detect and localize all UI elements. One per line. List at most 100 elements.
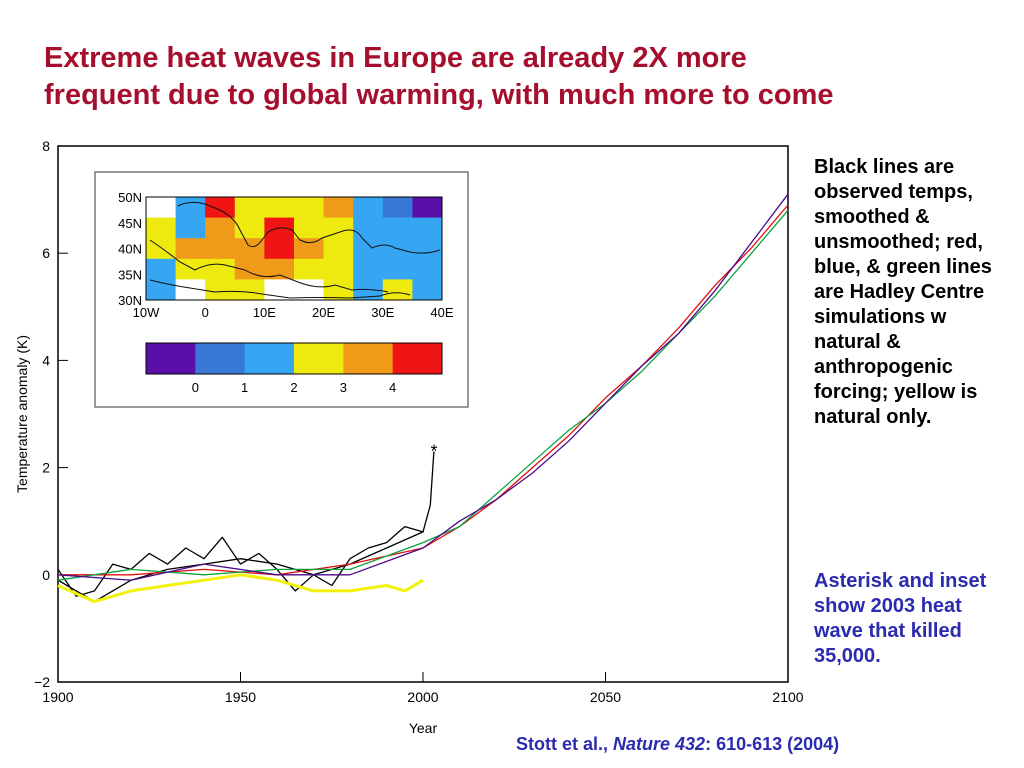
inset-grid-cell xyxy=(175,217,206,239)
y-tick-label: 2 xyxy=(42,460,50,476)
inset-grid-cell xyxy=(146,197,176,218)
inset-grid-cell xyxy=(264,279,295,301)
inset-grid-cell xyxy=(234,279,265,301)
inset-lon-label: 0 xyxy=(202,305,209,320)
inset-grid-cell xyxy=(323,258,354,280)
inset-grid-cell xyxy=(323,217,354,239)
colorbar-frame xyxy=(145,342,443,375)
series-line-0 xyxy=(57,451,435,597)
series-line-5 xyxy=(57,573,424,604)
colorbar-label: 3 xyxy=(340,380,347,395)
slide-title: Extreme heat waves in Europe are already… xyxy=(44,42,834,111)
inset-lon-label: 20E xyxy=(312,305,335,320)
inset-grid-cell xyxy=(323,197,354,218)
inset-grid-cell xyxy=(412,238,443,260)
y-tick-label: 4 xyxy=(42,352,50,368)
inset-grid-cell xyxy=(323,238,354,260)
colorbar-label: 1 xyxy=(241,380,248,395)
inset-grid-cell xyxy=(353,238,384,260)
inset-lat-label: 50N xyxy=(118,190,142,205)
x-tick-label: 2050 xyxy=(590,689,621,705)
citation-authors: Stott et al., xyxy=(516,734,614,754)
inset-grid-cell xyxy=(175,197,206,218)
citation-journal: Nature 432 xyxy=(613,734,706,754)
x-tick-label: 2100 xyxy=(772,689,803,705)
colorbar-swatch xyxy=(392,343,443,374)
inset-grid-cell xyxy=(205,197,236,218)
inset-grid-cell xyxy=(382,258,413,280)
inset-grid-cell xyxy=(382,197,413,218)
series-line-3 xyxy=(57,209,789,581)
y-axis-label: Temperature anomaly (K) xyxy=(14,335,30,493)
y-tick-label: 8 xyxy=(42,138,50,154)
colorbar-swatch xyxy=(343,343,394,374)
series-layer: * xyxy=(57,193,789,604)
inset-grid-cell xyxy=(205,279,236,301)
inset-lat-label: 40N xyxy=(118,242,142,257)
inset-grid-cell xyxy=(353,197,384,218)
inset-grid-cell xyxy=(382,217,413,239)
y-tick-label: 0 xyxy=(42,567,50,583)
inset-grid-cell xyxy=(412,217,443,239)
observed-lines-note: Black lines are observed temps, smoothed… xyxy=(814,156,992,428)
inset-lon-label: 30E xyxy=(371,305,394,320)
x-tick-label: 2000 xyxy=(407,689,438,705)
inset-grid-cell xyxy=(175,279,206,301)
inset-grid-cell xyxy=(146,238,176,260)
colorbar-swatch xyxy=(244,343,295,374)
heatwave-note: Asterisk and inset show 2003 heat wave t… xyxy=(814,570,987,667)
inset-grid-cell xyxy=(205,258,236,280)
y-tick-label: 6 xyxy=(42,245,50,261)
inset-grid-cell xyxy=(234,197,265,218)
inset-longitude-labels: 10W 0 10E 20E 30E 40E xyxy=(133,305,454,320)
inset-map-panel: 50N 45N 40N 35N 30N 10W 0 10E 20E 30E 40E 0 1 2 3 4 xyxy=(94,171,469,408)
inset-grid-cell xyxy=(323,279,354,301)
citation-pages: : 610-613 (2004) xyxy=(705,734,840,754)
colorbar-swatch xyxy=(146,343,196,374)
inset-grid-cell xyxy=(146,258,176,280)
inset-lat-label: 35N xyxy=(118,267,142,282)
inset-grid-cell xyxy=(205,217,236,239)
inset-grid-cell xyxy=(234,238,265,260)
inset-grid-cell xyxy=(264,197,295,218)
inset-grid-cell xyxy=(294,258,324,280)
inset-heatmap-grid xyxy=(146,197,443,301)
colorbar-swatch xyxy=(294,343,344,374)
colorbar-label: 2 xyxy=(290,380,297,395)
inset-grid-cell xyxy=(234,258,265,280)
colorbar-label: 4 xyxy=(389,380,396,395)
inset-lon-label: 10W xyxy=(133,305,160,320)
colorbar-swatch xyxy=(195,343,246,374)
y-tick-label: −2 xyxy=(34,674,50,690)
series-line-4 xyxy=(57,193,789,581)
inset-grid-cell xyxy=(264,258,295,280)
x-axis-label: Year xyxy=(409,720,438,736)
inset-grid-cell xyxy=(294,217,324,239)
inset-grid-cell xyxy=(294,238,324,260)
inset-grid-cell xyxy=(412,197,443,218)
x-tick-label: 1900 xyxy=(42,689,73,705)
inset-lon-label: 10E xyxy=(253,305,276,320)
inset-grid-cell xyxy=(175,238,206,260)
inset-grid-cell xyxy=(146,217,176,239)
inset-grid-cell xyxy=(382,279,413,301)
x-tick-label: 1950 xyxy=(225,689,256,705)
inset-grid-cell xyxy=(412,279,443,301)
inset-lat-label: 30N xyxy=(118,293,142,308)
inset-grid-cell xyxy=(205,238,236,260)
inset-grid-cell xyxy=(353,258,384,280)
inset-grid-cell xyxy=(264,238,295,260)
coastline-outline xyxy=(149,201,441,299)
inset-grid-cell xyxy=(353,217,384,239)
inset-latitude-labels: 50N 45N 40N 35N 30N xyxy=(118,190,142,308)
heatwave-asterisk-marker: * xyxy=(430,442,437,462)
inset-colorbar: 0 1 2 3 4 xyxy=(145,342,443,395)
series-line-1 xyxy=(57,531,424,603)
inset-grid-cell xyxy=(412,258,443,280)
inset-lon-label: 40E xyxy=(430,305,453,320)
inset-lat-label: 45N xyxy=(118,216,142,231)
colorbar-label: 0 xyxy=(192,380,199,395)
citation: Stott et al., Nature 432: 610-613 (2004) xyxy=(516,734,839,755)
inset-grid-cell xyxy=(294,279,324,301)
